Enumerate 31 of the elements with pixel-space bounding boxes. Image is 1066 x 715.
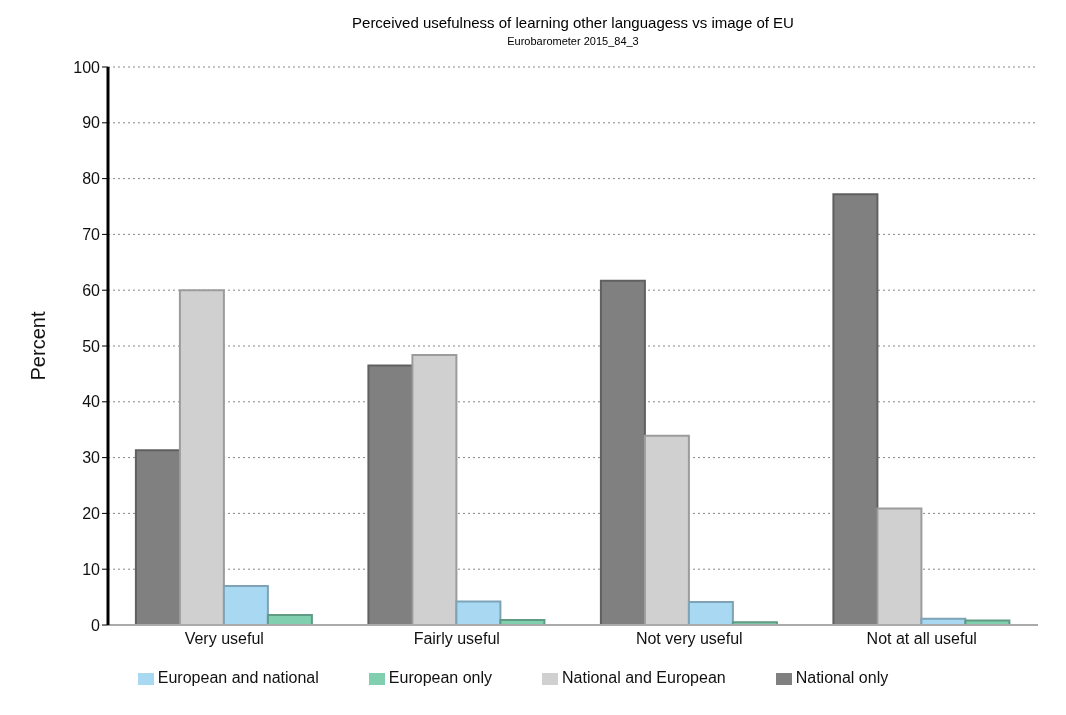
legend-label: European and national <box>157 669 319 686</box>
bar <box>643 434 690 625</box>
y-axis-title: Percent <box>27 311 50 381</box>
bar <box>411 353 458 625</box>
legend-label: European only <box>388 669 493 686</box>
bar <box>367 364 414 625</box>
bar <box>876 507 923 625</box>
bar <box>222 584 269 625</box>
bar <box>178 289 225 625</box>
y-tick-label: 0 <box>91 616 101 634</box>
y-tick-label: 100 <box>73 58 101 76</box>
x-tick-label: Fairly useful <box>413 630 500 648</box>
bar <box>266 613 313 625</box>
y-tick-label: 10 <box>82 560 101 578</box>
chart-subtitle: Eurobarometer 2015_84_3 <box>506 34 640 47</box>
chart-title: Perceived usefulness of learning other languagess vs image of EU <box>351 13 795 31</box>
bar <box>687 601 734 625</box>
x-tick-label: Not very useful <box>635 630 743 648</box>
y-tick-label: 40 <box>82 393 101 411</box>
y-tick-label: 90 <box>82 114 101 132</box>
y-tick-label: 50 <box>82 337 101 355</box>
legend-label: National only <box>795 669 889 686</box>
x-tick-label: Not at all useful <box>866 630 977 648</box>
bar <box>455 600 502 625</box>
y-tick-label: 30 <box>82 449 101 467</box>
y-tick-label: 80 <box>82 170 101 188</box>
legend-label: National and European <box>562 669 726 686</box>
x-tick-label: Very useful <box>184 630 264 648</box>
y-tick-label: 20 <box>82 505 101 523</box>
y-tick-label: 60 <box>82 281 101 299</box>
y-tick-label: 70 <box>82 226 101 244</box>
